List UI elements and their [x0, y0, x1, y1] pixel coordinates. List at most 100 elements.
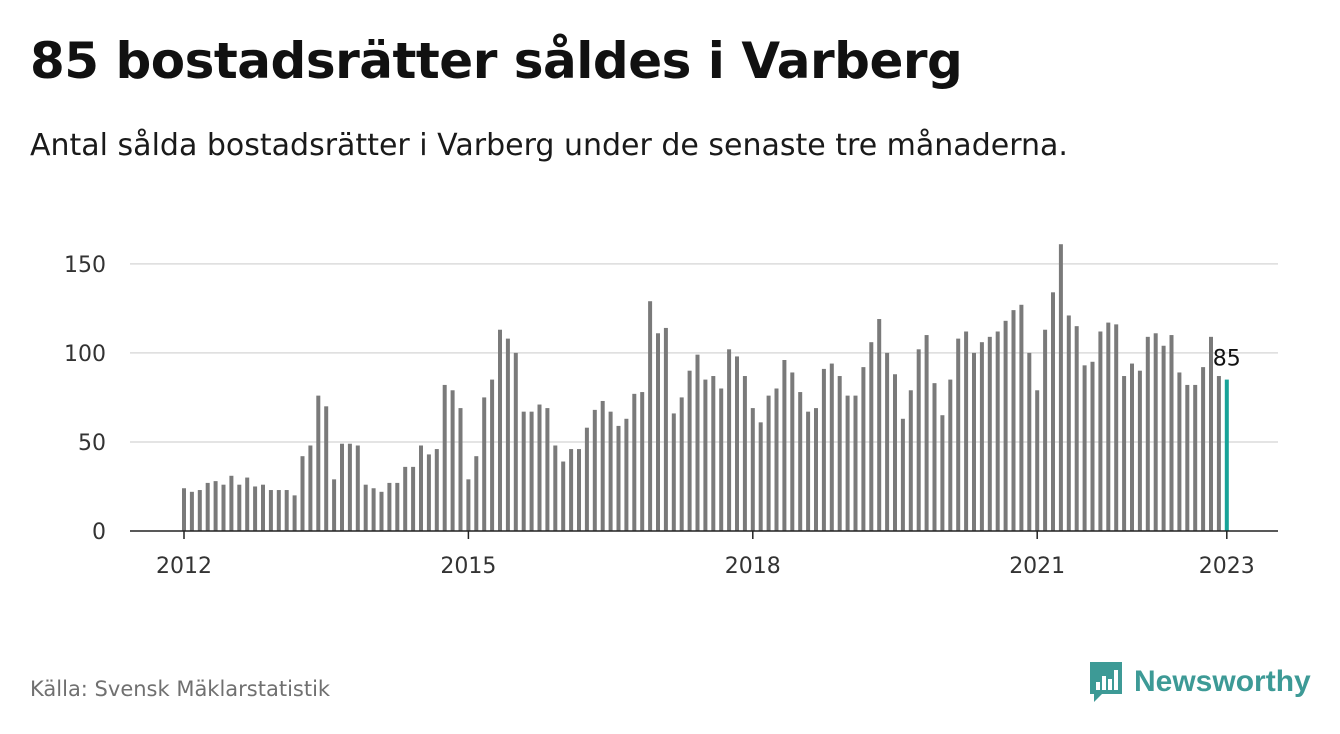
bar — [355, 445, 360, 531]
bar — [640, 392, 645, 531]
bar — [600, 400, 605, 531]
bar — [1185, 384, 1190, 531]
bar — [332, 479, 337, 531]
bar — [656, 333, 660, 531]
bar — [490, 379, 495, 531]
bar — [1035, 390, 1040, 531]
bar — [814, 408, 818, 531]
bar — [1137, 370, 1142, 531]
bar — [537, 404, 542, 531]
bar — [924, 335, 929, 531]
source-note: Källa: Svensk Mäklarstatistik — [30, 677, 331, 701]
bar — [182, 488, 186, 531]
bar — [987, 336, 992, 531]
bar — [687, 370, 692, 531]
bar — [995, 331, 1000, 531]
bar — [774, 388, 779, 531]
x-tick-label: 2021 — [1009, 554, 1065, 579]
bar — [1058, 244, 1063, 531]
x-tick-label: 2018 — [725, 554, 781, 579]
chart-subtitle: Antal sålda bostadsrätter i Varberg unde… — [30, 128, 1068, 163]
x-tick-label: 2015 — [440, 554, 496, 579]
x-tick-label: 2023 — [1199, 554, 1255, 579]
bar — [624, 418, 629, 531]
bar — [790, 372, 795, 531]
bar — [853, 395, 858, 531]
bar — [1074, 326, 1079, 531]
chart-title: 85 bostadsrätter såldes i Varberg — [30, 32, 963, 90]
bar — [189, 491, 194, 531]
bar — [1130, 363, 1134, 531]
bar — [1169, 335, 1174, 531]
bar — [679, 397, 684, 531]
bar — [347, 443, 352, 531]
bar — [498, 329, 502, 531]
bar — [711, 376, 716, 531]
bar — [806, 411, 811, 531]
bar — [584, 427, 589, 531]
bar — [513, 352, 518, 531]
bar — [205, 482, 210, 531]
y-tick-label: 0 — [92, 520, 106, 545]
bar — [253, 486, 258, 531]
bar — [703, 379, 708, 531]
brand-logo: Newsworthy — [1088, 660, 1311, 704]
bar — [979, 342, 984, 531]
bar — [758, 422, 763, 531]
bar — [403, 466, 408, 531]
bar — [545, 408, 550, 531]
bar — [292, 495, 297, 531]
bar — [695, 354, 700, 531]
bar — [261, 484, 265, 531]
bar — [1209, 336, 1213, 531]
bar — [735, 356, 739, 531]
bar — [1066, 315, 1071, 531]
x-axis: 2012 2015 2018 2021 2023 — [156, 531, 1255, 579]
bar-chart: 0 50 100 150 2012 2015 2018 2021 2023 85 — [64, 244, 1278, 579]
bar — [529, 411, 534, 531]
y-tick-label: 50 — [78, 431, 106, 456]
bar — [474, 456, 479, 531]
bar — [893, 374, 897, 531]
bar — [1051, 292, 1055, 531]
bar — [948, 379, 953, 531]
bar — [1161, 345, 1166, 531]
bar — [821, 368, 826, 531]
bar — [521, 411, 526, 531]
bar — [956, 338, 961, 531]
bar — [395, 482, 400, 531]
bar — [742, 376, 747, 531]
bar — [798, 392, 803, 531]
bar — [1177, 372, 1182, 531]
bar — [916, 349, 921, 531]
bar — [1027, 352, 1032, 531]
bar — [837, 376, 842, 531]
last-value-label: 85 — [1213, 347, 1241, 372]
bar — [861, 367, 866, 531]
bar — [276, 490, 281, 531]
bar — [466, 479, 471, 531]
y-tick-label: 100 — [64, 342, 106, 367]
bar — [972, 352, 976, 531]
bar — [766, 395, 771, 531]
bar — [268, 490, 273, 531]
bar — [869, 342, 874, 531]
bar — [1011, 310, 1016, 531]
bar — [1122, 376, 1127, 531]
bar — [371, 488, 376, 531]
bar — [1082, 365, 1087, 531]
bar — [229, 475, 234, 531]
bar — [1019, 304, 1024, 531]
bar — [1106, 322, 1111, 531]
bar — [940, 415, 945, 531]
bar — [213, 481, 218, 531]
bar — [648, 301, 653, 531]
bar — [561, 461, 566, 531]
bar — [1201, 367, 1206, 531]
bar — [387, 482, 392, 531]
bar — [1098, 331, 1103, 531]
bar — [379, 491, 384, 531]
bar — [411, 466, 416, 531]
bar — [458, 408, 463, 531]
bar — [221, 484, 226, 531]
